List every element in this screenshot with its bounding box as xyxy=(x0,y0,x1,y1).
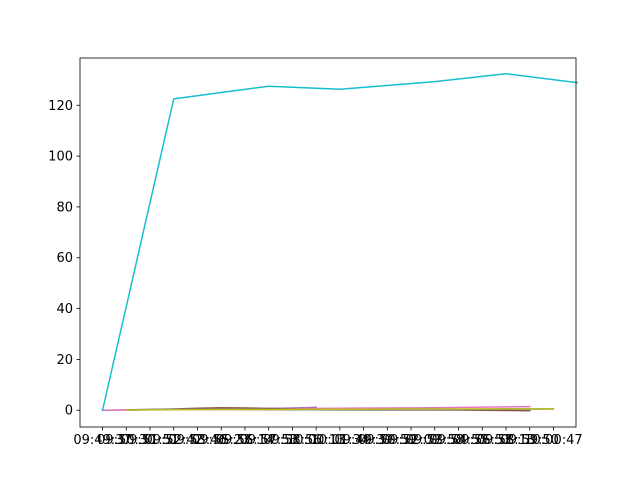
series-line-5 xyxy=(125,407,555,411)
y-tick-label-1: 20 xyxy=(56,353,73,368)
x-tick-label-15: 09:54:55 xyxy=(429,433,487,448)
x-tick-label-5: 09:55:23 xyxy=(192,433,250,448)
series-layer xyxy=(101,73,579,412)
x-tick-label-4: 09:53:46 xyxy=(168,433,226,448)
x-tick-label-10: 10:01:34 xyxy=(311,433,369,448)
x-tick-label-2: 09:51:51 xyxy=(121,433,179,448)
y-tick-label-6: 120 xyxy=(48,99,73,114)
x-tick-label-14: 09:53:58 xyxy=(406,433,464,448)
x-tick-label-8: 09:58:56 xyxy=(263,433,321,448)
series-line-6 xyxy=(101,73,579,412)
x-tick-label-18: 09:59:50 xyxy=(501,433,559,448)
plot-frame xyxy=(79,57,577,428)
x-tick-label-16: 09:56:53 xyxy=(453,433,511,448)
y-tick-label-5: 100 xyxy=(48,150,73,165)
x-tick-label-0: 09:49:37 xyxy=(73,433,131,448)
x-tick-label-6: 09:56:14 xyxy=(216,433,274,448)
x-tick-label-17: 09:58:13 xyxy=(477,433,535,448)
x-tick-label-11: 09:49:39 xyxy=(334,433,392,448)
x-tick-label-13: 09:52:09 xyxy=(382,433,440,448)
y-tick-label-0: 0 xyxy=(65,404,73,419)
axes-layer: 02040608010012009:49:3709:50:3009:51:510… xyxy=(48,57,583,448)
x-tick-label-7: 09:57:53 xyxy=(239,433,297,448)
x-tick-label-3: 09:52:42 xyxy=(145,433,203,448)
y-tick-label-2: 40 xyxy=(56,302,73,317)
x-tick-label-12: 09:50:59 xyxy=(358,433,416,448)
x-tick-label-19: 10:00:47 xyxy=(524,433,582,448)
x-tick-label-9: 10:00:13 xyxy=(287,433,345,448)
y-tick-label-3: 60 xyxy=(56,251,73,266)
x-tick-label-1: 09:50:30 xyxy=(97,433,155,448)
y-tick-label-4: 80 xyxy=(56,200,73,215)
